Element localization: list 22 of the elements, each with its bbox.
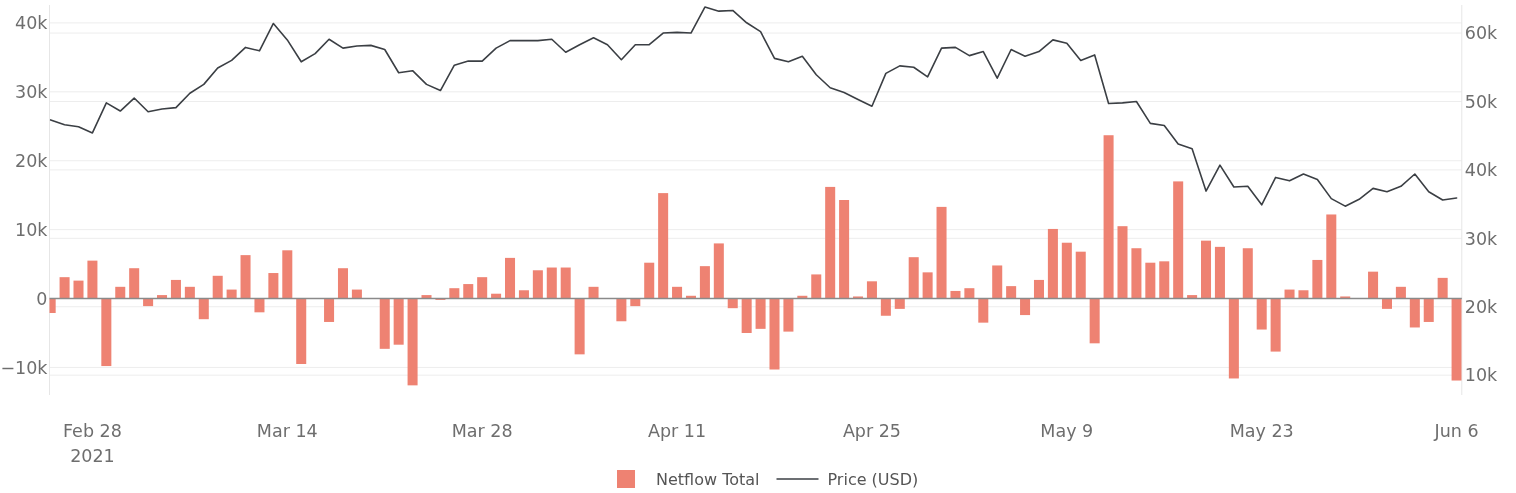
y2-tick-label: 30k <box>1464 228 1499 249</box>
x-tick-label: Apr 25 <box>842 420 901 441</box>
y2-tick-label: 50k <box>1464 91 1499 112</box>
y-tick-label: 20k <box>15 151 49 172</box>
y-tick-label: 10k <box>15 219 49 240</box>
x-tick-label: Feb 28 2021 <box>63 420 122 466</box>
legend-label: Price (USD) <box>827 469 919 489</box>
y2-tick-label: 10k <box>1464 365 1499 386</box>
legend-label: Netflow Total <box>656 469 760 489</box>
y2-tick-label: 60k <box>1464 23 1499 44</box>
y-tick-label: 40k <box>15 13 49 34</box>
x-tick-label: May 23 <box>1229 420 1294 441</box>
y2-tick-label: 20k <box>1464 297 1499 318</box>
x-tick-label: Apr 11 <box>648 420 707 441</box>
x-tick-label: Mar 14 <box>256 420 318 441</box>
x-tick-label: May 9 <box>1040 420 1094 441</box>
y-tick-label: 0 <box>36 288 48 309</box>
y-tick-label: −10k <box>0 357 49 378</box>
y2-tick-label: 40k <box>1464 160 1499 181</box>
y-tick-label: 30k <box>15 82 49 103</box>
x-tick-label: Mar 28 <box>451 420 513 441</box>
x-tick-label: Jun 6 <box>1433 420 1479 441</box>
